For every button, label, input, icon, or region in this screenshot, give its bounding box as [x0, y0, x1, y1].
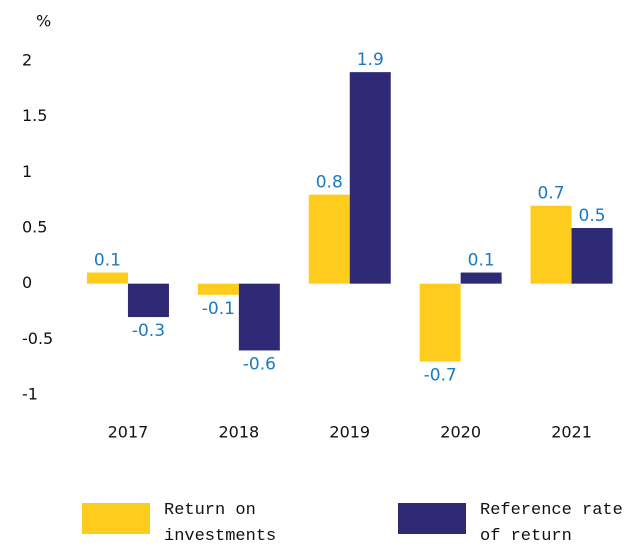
legend-swatch: [398, 503, 466, 534]
value-label: -0.7: [424, 366, 457, 386]
y-tick-label: -0.5: [22, 329, 53, 348]
x-tick-label: 2019: [329, 423, 370, 442]
y-tick-label: 0.5: [22, 218, 47, 237]
x-tick-label: 2017: [108, 423, 149, 442]
value-label: 1.9: [357, 50, 384, 70]
legend-label: Reference rate of return: [480, 501, 623, 546]
legend-label: Return on investments: [164, 501, 277, 546]
legend-item: Reference rate of return: [398, 498, 630, 550]
value-label: 0.1: [94, 251, 121, 271]
value-label: -0.1: [202, 299, 235, 319]
bar: [460, 272, 502, 284]
bar: [419, 283, 461, 362]
y-tick-label: 1.5: [22, 106, 47, 125]
value-label: 0.1: [468, 251, 495, 271]
bar: [238, 283, 280, 351]
legend-swatch: [82, 503, 150, 534]
value-label: 0.7: [538, 184, 565, 204]
bar: [349, 72, 391, 284]
x-tick-label: 2018: [218, 423, 259, 442]
y-tick-label: 1: [22, 162, 32, 181]
bar: [571, 228, 613, 284]
bar: [197, 283, 239, 295]
bar: [308, 194, 350, 284]
x-tick-label: 2021: [551, 423, 592, 442]
bar: [530, 205, 572, 284]
legend-item: Return on investments: [82, 498, 314, 550]
y-unit: %: [36, 12, 51, 31]
value-label: 0.8: [316, 173, 343, 193]
y-tick-label: 2: [22, 51, 32, 70]
bar: [86, 272, 128, 284]
bar: [127, 283, 169, 318]
value-label: 0.5: [579, 206, 606, 226]
y-tick-label: 0: [22, 273, 32, 292]
y-tick-label: -1: [22, 385, 38, 404]
value-label: -0.6: [243, 354, 276, 374]
value-label: -0.3: [132, 321, 165, 341]
x-tick-label: 2020: [440, 423, 481, 442]
